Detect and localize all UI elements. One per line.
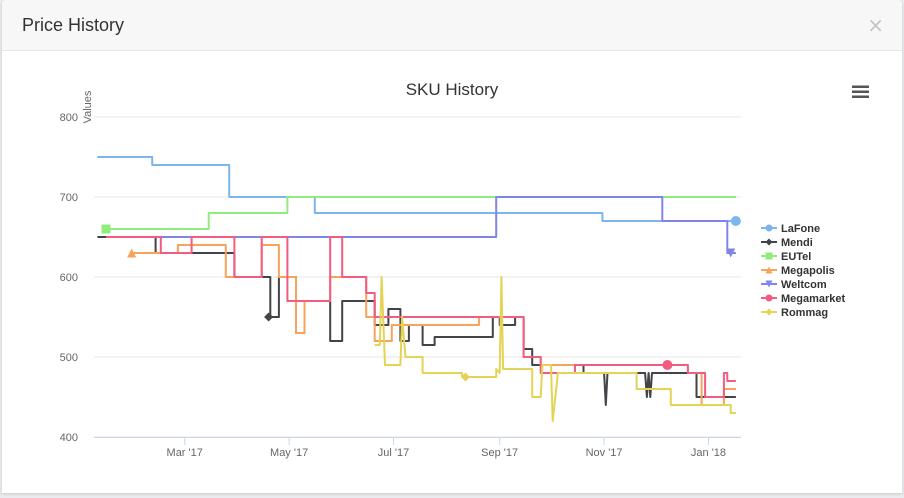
legend-item[interactable]: LaFone [761,223,820,235]
close-icon[interactable]: × [867,13,884,37]
legend-item[interactable]: EUTel [761,251,811,263]
y-tick-label: 800 [60,112,78,124]
series-megamarket [106,236,736,398]
series-megapolis [127,244,736,406]
data-point-marker[interactable] [264,312,274,322]
series-lafone [97,156,741,226]
series-line[interactable] [97,236,736,406]
data-point-marker[interactable] [127,248,137,258]
modal-header: Price History × [2,0,902,51]
legend-label[interactable]: Weltcom [781,279,827,291]
legend-label[interactable]: Megamarket [781,293,846,305]
x-axis-ticks: Mar '17 May '17 Jul '17 Sep '17 Nov '17 Jan '… [94,437,741,459]
data-point-marker[interactable] [662,360,673,370]
series-line[interactable] [97,156,736,222]
legend-symbol[interactable] [765,266,773,274]
series-weltcom [106,196,736,258]
legend-item[interactable]: Mendi [761,237,813,249]
legend-item[interactable]: Weltcom [761,279,827,291]
legend-label[interactable]: EUTel [781,251,811,263]
sku-history-chart: SKU History Values 400 500 600 700 800 Mar '… [60,80,870,459]
legend-item[interactable]: Rommag [761,307,828,319]
legend: LaFone Mendi EUTel Megapolis Weltcom Megamark… [761,223,846,319]
legend-symbol[interactable] [765,252,773,260]
legend-label[interactable]: Mendi [781,237,813,249]
series-line[interactable] [106,236,736,398]
y-tick-label: 500 [60,352,78,364]
x-tick-label: Nov '17 [586,447,623,459]
hamburger-menu-icon[interactable] [852,85,869,89]
series-line[interactable] [374,276,736,422]
y-tick-label: 600 [60,272,78,284]
y-axis-ticks: 400 500 600 700 800 [60,112,78,444]
chart-title: SKU History [406,80,499,99]
data-point-marker[interactable] [730,216,741,226]
legend-symbol[interactable] [765,294,773,302]
chart-container: SKU History Values 400 500 600 700 800 Mar '… [2,51,902,493]
data-point-marker[interactable] [460,372,470,382]
legend-symbol[interactable] [765,224,773,232]
x-tick-label: Jul '17 [378,447,409,459]
legend-label[interactable]: LaFone [781,223,820,235]
legend-symbol[interactable] [765,308,773,316]
series-eutel [101,196,736,234]
series-mendi [97,236,736,406]
context-menu-button[interactable] [852,84,870,100]
x-tick-label: May '17 [270,447,308,459]
x-tick-label: Mar '17 [167,447,203,459]
modal-title: Price History [22,15,125,35]
x-tick-label: Jan '18 [691,447,726,459]
y-axis-label: Values [82,90,94,123]
legend-label[interactable]: Rommag [781,307,828,319]
legend-symbol[interactable] [765,280,773,288]
legend-item[interactable]: Megapolis [761,265,835,277]
legend-item[interactable]: Megamarket [761,293,846,305]
legend-label[interactable]: Megapolis [781,265,835,277]
data-point-marker[interactable] [101,224,111,234]
y-tick-label: 400 [60,432,78,444]
x-tick-label: Sep '17 [481,447,518,459]
series-line[interactable] [106,196,736,230]
data-point-marker[interactable] [726,248,736,258]
series-rommag [374,276,736,422]
series-line[interactable] [106,196,736,254]
legend-symbol[interactable] [765,238,773,246]
series-lines [97,156,741,422]
y-tick-label: 700 [60,192,78,204]
